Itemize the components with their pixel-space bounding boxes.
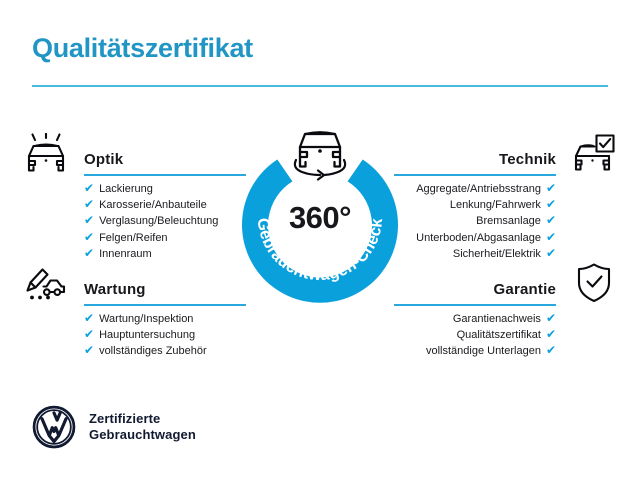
list-item-label: Hauptuntersuchung	[99, 329, 196, 342]
section-header-optik: Optik	[20, 130, 260, 176]
section-divider-wartung	[84, 304, 246, 306]
list-item-label: Unterboden/Abgasanlage	[416, 231, 541, 244]
list-item-label: Karosserie/Anbauteile	[99, 199, 207, 212]
check-icon: ✔	[545, 327, 556, 342]
list-item: ✔ Verglasung/Beleuchtung	[84, 213, 260, 229]
list-item-label: Sicherheit/Elektrik	[452, 247, 541, 260]
badge-360-gebrauchtwagen-check: Gebrauchtwagen-Check 360°	[228, 126, 412, 310]
list-item: ✔ Hauptuntersuchung	[84, 327, 260, 343]
check-icon: ✔	[545, 343, 556, 358]
section-title-technik: Technik	[499, 151, 556, 168]
vw-lockup-text: Zertifizierte Gebrauchtwagen	[89, 411, 196, 443]
check-icon: ✔	[84, 181, 95, 195]
vw-lockup-line2: Gebrauchtwagen	[89, 427, 196, 442]
badge-ring	[242, 159, 398, 303]
section-divider-garantie	[394, 304, 556, 306]
list-item: Lenkung/Fahrwerk ✔	[380, 197, 556, 213]
shield-check-icon	[568, 260, 620, 306]
car-checkbox-icon	[568, 130, 620, 176]
check-icon: ✔	[545, 197, 556, 212]
list-item-label: Qualitätszertifikat	[456, 329, 541, 342]
list-item-label: vollständiges Zubehör	[99, 345, 207, 358]
list-item: ✔ Wartung/Inspektion	[84, 311, 260, 327]
section-wartung: Wartung ✔ Wartung/Inspektion ✔ Hauptunters…	[20, 260, 260, 360]
check-icon: ✔	[84, 197, 95, 212]
section-title-garantie: Garantie	[493, 281, 556, 298]
list-item: vollständige Unterlagen ✔	[380, 343, 556, 359]
list-item: ✔ Karosserie/Anbauteile	[84, 197, 260, 213]
section-optik: Optik ✔ Lackierung ✔ Karosserie/Anbauteile…	[20, 130, 260, 262]
list-item-label: Garantienachweis	[452, 313, 541, 325]
check-icon: ✔	[84, 327, 95, 342]
section-header-garantie: Garantie	[380, 260, 620, 306]
list-item: Aggregate/Antriebsstrang ✔	[380, 181, 556, 197]
vw-certified-lockup: Zertifizierte Gebrauchtwagen	[32, 405, 196, 449]
checklist-wartung: ✔ Wartung/Inspektion ✔ Hauptuntersuchung ✔…	[84, 311, 260, 360]
list-item-label: Felgen/Reifen	[99, 231, 168, 244]
vw-lockup-line1: Zertifizierte	[89, 411, 161, 426]
title-divider	[32, 85, 608, 87]
list-item-label: Wartung/Inspektion	[99, 313, 194, 325]
check-icon: ✔	[545, 311, 556, 325]
list-item: Garantienachweis ✔	[380, 311, 556, 327]
check-icon: ✔	[84, 311, 95, 325]
check-icon: ✔	[84, 245, 95, 260]
checklist-optik: ✔ Lackierung ✔ Karosserie/Anbauteile ✔ Verg…	[84, 181, 260, 262]
section-divider-technik	[394, 174, 556, 176]
check-icon: ✔	[545, 181, 556, 195]
section-garantie: Garantie Garantienachweis ✔ Qualitätszert…	[380, 260, 620, 360]
list-item-label: Lenkung/Fahrwerk	[449, 199, 541, 212]
checklist-garantie: Garantienachweis ✔ Qualitätszertifikat ✔ v…	[380, 311, 556, 360]
list-item-label: Aggregate/Antriebsstrang	[416, 183, 541, 195]
list-item-label: Verglasung/Beleuchtung	[99, 215, 219, 228]
list-item-label: vollständige Unterlagen	[425, 345, 541, 358]
checklist-technik: Aggregate/Antriebsstrang ✔ Lenkung/Fahrwe…	[380, 181, 556, 262]
list-item: ✔ vollständiges Zubehör	[84, 343, 260, 359]
section-header-wartung: Wartung	[20, 260, 260, 306]
list-item-label: Lackierung	[99, 183, 153, 195]
service-book-pen-icon	[20, 260, 72, 306]
check-icon: ✔	[84, 213, 95, 228]
list-item: ✔ Felgen/Reifen	[84, 230, 260, 246]
list-item: Sicherheit/Elektrik ✔	[380, 246, 556, 262]
list-item: Unterboden/Abgasanlage ✔	[380, 230, 556, 246]
list-item: ✔ Innenraum	[84, 246, 260, 262]
car-rotate-icon	[278, 120, 362, 182]
list-item-label: Innenraum	[99, 247, 152, 260]
section-header-technik: Technik	[380, 130, 620, 176]
vw-logo	[32, 405, 76, 449]
list-item-label: Bremsanlage	[476, 215, 541, 228]
check-icon: ✔	[84, 229, 95, 244]
section-technik: Technik Aggregate/Antriebsstrang ✔ Lenkun…	[380, 130, 620, 262]
check-icon: ✔	[545, 213, 556, 228]
list-item: Qualitätszertifikat ✔	[380, 327, 556, 343]
section-divider-optik	[84, 174, 246, 176]
page-title: Qualitätszertifikat	[32, 33, 253, 63]
list-item: ✔ Lackierung	[84, 181, 260, 197]
section-title-wartung: Wartung	[84, 281, 146, 298]
car-shine-icon	[20, 130, 72, 176]
check-icon: ✔	[545, 245, 556, 260]
check-icon: ✔	[545, 229, 556, 244]
list-item: Bremsanlage ✔	[380, 213, 556, 229]
section-title-optik: Optik	[84, 151, 124, 168]
check-icon: ✔	[84, 343, 95, 358]
